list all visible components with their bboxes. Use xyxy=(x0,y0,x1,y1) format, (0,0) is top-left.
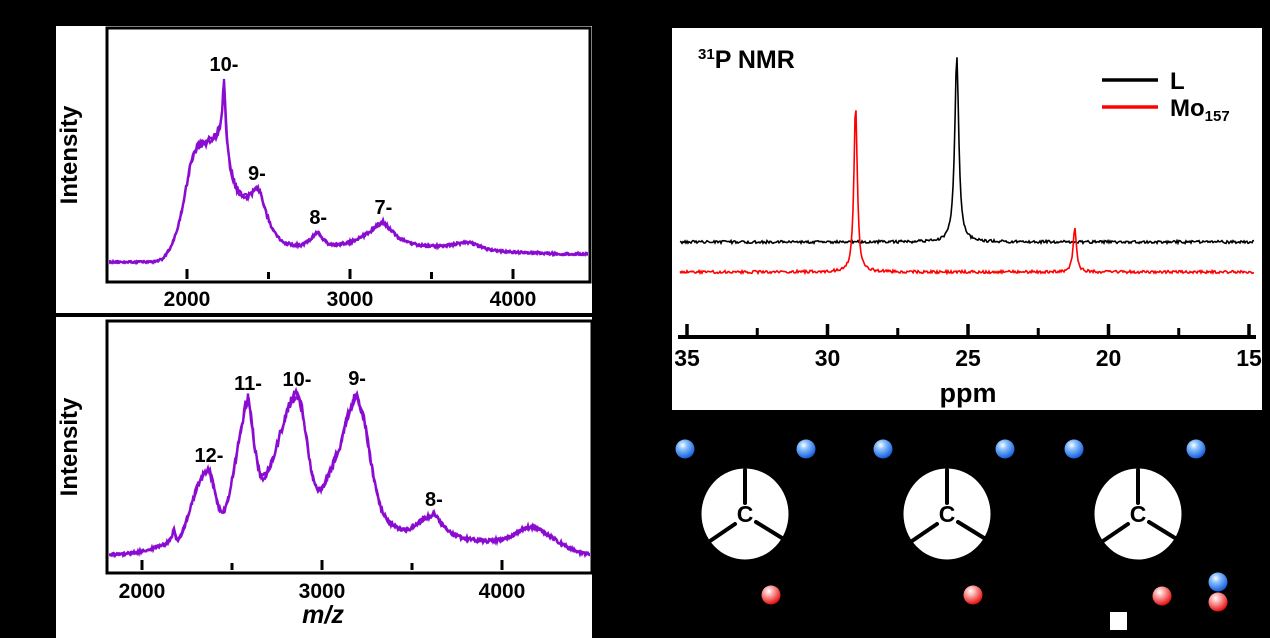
nmr-tick-label: 20 xyxy=(1096,345,1122,371)
ms_top-spectrum-curve xyxy=(109,78,588,265)
blue-sphere xyxy=(796,439,816,459)
blue-sphere xyxy=(1186,439,1206,459)
ms_top-tick-label: 3000 xyxy=(327,288,374,311)
ms_top-peak-label: 9- xyxy=(248,163,266,185)
ms_bottom-svg: 2000 3000 4000 Intensity m/z 12- 11- 10- 9- 8- xyxy=(56,319,592,629)
ms_bottom-peak-label: 12- xyxy=(195,445,224,467)
bond-line-lower-right xyxy=(956,520,986,540)
red-sphere xyxy=(761,585,781,605)
legend-label-Mo157: Mo157 xyxy=(1170,95,1230,125)
nmr-trace-Mo157 xyxy=(679,110,1255,276)
white-square-marker xyxy=(1110,612,1127,630)
nmr-tick-label: 35 xyxy=(674,345,700,371)
ms_bottom-peak-label: 8- xyxy=(425,489,443,511)
carbon-circle xyxy=(701,468,789,560)
carbon-label: C xyxy=(1130,501,1147,527)
panel-mass-spectrum-top: 2000 3000 4000 Intensity 10- 9- 8- 7- xyxy=(56,26,592,313)
ms_top-plot-border xyxy=(105,26,592,284)
bond-line-lower-left xyxy=(1101,522,1130,543)
blue-sphere xyxy=(675,439,695,459)
nmr-tick-label: 30 xyxy=(815,345,841,371)
red-sphere xyxy=(1152,586,1172,606)
nmr-xlabel: ppm xyxy=(940,378,997,408)
legend-label-L: L xyxy=(1170,68,1185,95)
ms_bottom-spectrum-curve xyxy=(109,386,590,559)
nmr-title: 31P NMR xyxy=(698,46,795,74)
carbon-circle xyxy=(903,468,991,560)
ms_bottom-plot-border xyxy=(105,319,592,575)
bond-line-lower-left xyxy=(708,522,737,543)
blue-sphere xyxy=(1064,439,1084,459)
carbon-label: C xyxy=(737,501,754,527)
ms_bottom-tick-label: 4000 xyxy=(479,580,526,603)
ms_top-peak-label: 8- xyxy=(309,207,327,229)
carbon-circle xyxy=(1094,468,1182,560)
ms_top-spectrum-curve xyxy=(109,81,588,266)
red-sphere xyxy=(963,585,983,605)
panel-nmr-31p: 35 30 25 20 15 ppm 31P NMR L Mo157 xyxy=(672,28,1262,410)
ms_bottom-peak-label: 11- xyxy=(234,373,262,395)
nmr-trace-L xyxy=(679,57,1255,246)
bond-line-lower-right xyxy=(1147,520,1177,540)
ms_top-tick-label: 4000 xyxy=(490,288,537,311)
ms_top-tick-label: 2000 xyxy=(164,288,211,311)
red-sphere xyxy=(1208,592,1228,612)
ms_top-peak-label: 7- xyxy=(375,197,393,219)
blue-sphere xyxy=(873,439,893,459)
blue-sphere xyxy=(995,439,1015,459)
blue-sphere xyxy=(1208,572,1228,592)
ms_bottom-tick-label: 3000 xyxy=(299,580,346,603)
nmr-tick-label: 15 xyxy=(1236,345,1262,371)
ms_top-peak-label: 10- xyxy=(210,54,239,76)
panel-mass-spectrum-bottom: 2000 3000 4000 Intensity m/z 12- 11- 10- 9- 8- xyxy=(56,317,592,638)
nmr-tick-label: 25 xyxy=(955,345,981,371)
ms_top-ylabel: Intensity xyxy=(56,105,83,204)
ms_bottom-xlabel: m/z xyxy=(302,601,344,629)
bond-line-lower-left xyxy=(910,522,939,543)
ms_bottom-peak-label: 10- xyxy=(283,369,312,391)
ms_bottom-ylabel: Intensity xyxy=(56,397,83,496)
ms_top-svg: 2000 3000 4000 Intensity 10- 9- 8- 7- xyxy=(56,26,592,311)
bond-line-lower-right xyxy=(754,520,784,540)
ms_bottom-tick-label: 2000 xyxy=(119,580,166,603)
ms_bottom-peak-label: 9- xyxy=(348,368,366,390)
carbon-label: C xyxy=(939,501,956,527)
